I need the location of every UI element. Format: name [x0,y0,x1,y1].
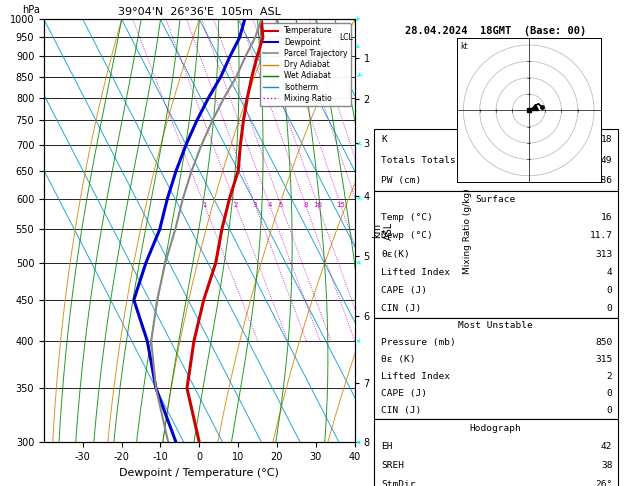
Text: CAPE (J): CAPE (J) [381,286,427,295]
Text: Lifted Index: Lifted Index [381,372,450,381]
Bar [374,317,618,419]
Text: EH: EH [381,442,393,451]
Text: 11.7: 11.7 [589,231,613,241]
Text: Surface: Surface [476,195,516,204]
Text: 0: 0 [607,406,613,415]
Text: 49: 49 [601,156,613,165]
Bar [374,419,618,486]
Text: Mixing Ratio (g/kg): Mixing Ratio (g/kg) [463,188,472,274]
Text: 18: 18 [601,135,613,144]
Text: 4: 4 [267,202,272,208]
Y-axis label: km
ASL: km ASL [372,222,394,240]
Text: Dewp (°C): Dewp (°C) [381,231,433,241]
Text: 10: 10 [313,202,322,208]
Text: 315: 315 [595,355,613,364]
Text: Hodograph: Hodograph [470,424,521,433]
Title: 39°04'N  26°36'E  105m  ASL: 39°04'N 26°36'E 105m ASL [118,7,281,17]
Text: Pressure (mb): Pressure (mb) [381,338,456,347]
Text: CIN (J): CIN (J) [381,304,421,313]
Text: Temp (°C): Temp (°C) [381,213,433,223]
Text: Lifted Index: Lifted Index [381,268,450,277]
Text: 2: 2 [233,202,238,208]
Text: 5: 5 [279,202,283,208]
Text: LCL: LCL [339,33,353,42]
Bar [374,129,618,191]
Text: 16: 16 [601,213,613,223]
Text: 1.86: 1.86 [589,176,613,185]
Text: 28.04.2024  18GMT  (Base: 00): 28.04.2024 18GMT (Base: 00) [405,26,586,36]
Text: CAPE (J): CAPE (J) [381,389,427,398]
Text: K: K [381,135,387,144]
Text: 38: 38 [601,461,613,470]
Text: 313: 313 [595,250,613,259]
Legend: Temperature, Dewpoint, Parcel Trajectory, Dry Adiabat, Wet Adiabat, Isotherm, Mi: Temperature, Dewpoint, Parcel Trajectory… [260,23,351,106]
Text: 0: 0 [607,286,613,295]
Text: θε (K): θε (K) [381,355,416,364]
Text: kt: kt [460,42,468,51]
Text: 42: 42 [601,442,613,451]
Text: θε(K): θε(K) [381,250,410,259]
Text: 1: 1 [202,202,206,208]
Text: CIN (J): CIN (J) [381,406,421,415]
Text: Totals Totals: Totals Totals [381,156,456,165]
Text: 15: 15 [336,202,345,208]
Text: PW (cm): PW (cm) [381,176,421,185]
Text: 8: 8 [303,202,308,208]
Text: 0: 0 [607,389,613,398]
Text: 0: 0 [607,304,613,313]
Text: 2: 2 [607,372,613,381]
Bar [374,191,618,317]
Text: 26°: 26° [595,480,613,486]
Text: StmDir: StmDir [381,480,416,486]
Text: SREH: SREH [381,461,404,470]
Text: hPa: hPa [22,5,40,15]
X-axis label: Dewpoint / Temperature (°C): Dewpoint / Temperature (°C) [120,468,279,478]
Text: 4: 4 [607,268,613,277]
Text: 3: 3 [253,202,257,208]
Text: Most Unstable: Most Unstable [459,321,533,330]
Text: 850: 850 [595,338,613,347]
